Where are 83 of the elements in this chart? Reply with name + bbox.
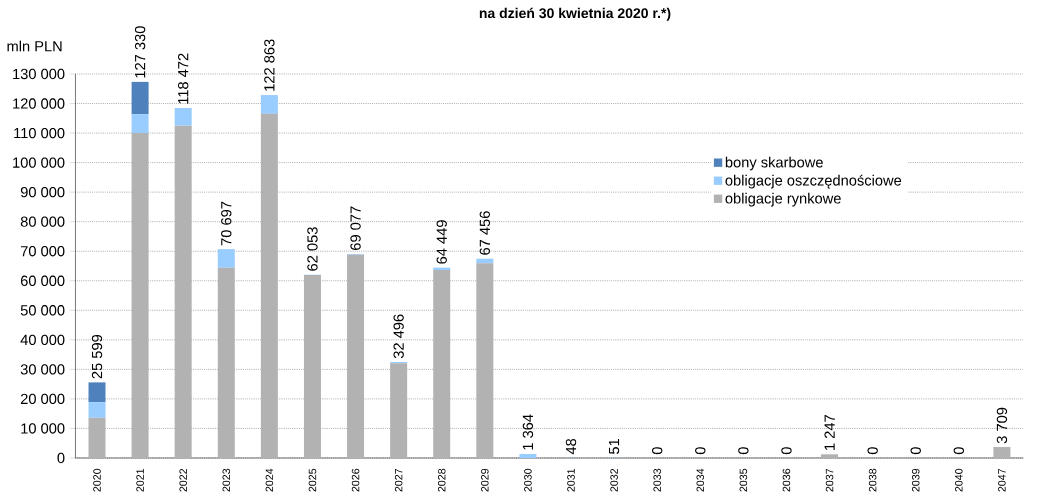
bar bbox=[347, 254, 365, 458]
bar bbox=[174, 108, 192, 126]
total-label: 0 bbox=[867, 447, 878, 455]
x-tick-label: 2023 bbox=[222, 468, 231, 492]
x-tick-label: 2031 bbox=[567, 468, 575, 492]
bar bbox=[174, 125, 192, 458]
x-tick-label: 2025 bbox=[308, 468, 317, 492]
bar bbox=[217, 267, 235, 458]
x-tick-label: 2032 bbox=[610, 468, 618, 492]
bar bbox=[88, 402, 106, 418]
y-tick-label: 30 000 bbox=[20, 364, 65, 375]
total-label: 118 472 bbox=[178, 53, 189, 104]
x-tick-label: 2024 bbox=[265, 468, 274, 492]
x-tick-label: 2040 bbox=[955, 468, 963, 492]
y-tick-label: 0 bbox=[57, 452, 65, 464]
bar bbox=[519, 453, 537, 458]
total-label: 3 709 bbox=[996, 407, 1008, 444]
total-label: 0 bbox=[910, 447, 921, 455]
bar bbox=[821, 454, 839, 458]
y-tick-label: 110 000 bbox=[14, 127, 65, 139]
total-label: 67 456 bbox=[479, 211, 491, 255]
y-tick-label: 70 000 bbox=[20, 246, 65, 257]
x-tick-label: 2021 bbox=[136, 468, 144, 492]
x-tick-label: 2028 bbox=[437, 468, 446, 492]
total-label: 48 bbox=[565, 438, 577, 455]
total-label: 0 bbox=[738, 447, 749, 455]
x-tick-label: 2039 bbox=[911, 468, 920, 492]
x-tick-label: 2037 bbox=[825, 468, 834, 492]
x-tick-label: 2047 bbox=[998, 468, 1006, 492]
x-tick-label: 2027 bbox=[394, 468, 403, 492]
total-label: 0 bbox=[695, 447, 706, 455]
total-label: 64 449 bbox=[436, 220, 447, 264]
y-tick-label: 20 000 bbox=[20, 393, 65, 405]
bar bbox=[390, 363, 408, 458]
x-tick-label: 2022 bbox=[179, 468, 187, 492]
x-tick-label: 2036 bbox=[782, 468, 791, 492]
y-tick-label: 90 000 bbox=[20, 186, 65, 198]
y-tick-label: 50 000 bbox=[20, 305, 65, 316]
total-label: 0 bbox=[652, 447, 663, 455]
total-label: 51 bbox=[608, 438, 620, 454]
y-tick-label: 120 000 bbox=[13, 98, 65, 109]
bar bbox=[260, 113, 278, 458]
bar bbox=[88, 382, 106, 403]
total-label: 69 077 bbox=[350, 206, 361, 250]
y-tick-label: 40 000 bbox=[20, 334, 65, 346]
x-tick-label: 2026 bbox=[351, 468, 360, 492]
legend-label: obligacje oszczędnościowe bbox=[725, 174, 902, 189]
x-tick-label: 2030 bbox=[524, 468, 532, 492]
total-label: 1 247 bbox=[824, 415, 835, 450]
y-axis-title: mln PLN bbox=[7, 40, 62, 52]
total-label: 1 364 bbox=[522, 414, 534, 450]
bar bbox=[131, 114, 149, 134]
total-label: 70 697 bbox=[221, 201, 232, 246]
x-tick-label: 2035 bbox=[739, 468, 748, 492]
x-tick-label: 2020 bbox=[93, 468, 101, 492]
y-tick-label: 10 000 bbox=[21, 423, 65, 434]
y-tick-label: 60 000 bbox=[20, 275, 65, 286]
x-tick-label: 2038 bbox=[868, 468, 877, 492]
legend-label: obligacje rynkowe bbox=[725, 192, 841, 207]
y-tick-label: 130 000 bbox=[13, 68, 65, 80]
bar bbox=[131, 81, 149, 115]
bar bbox=[433, 269, 451, 458]
bar bbox=[476, 263, 494, 458]
total-label: 0 bbox=[781, 447, 792, 455]
total-label: 127 330 bbox=[134, 26, 146, 78]
bar bbox=[303, 274, 321, 458]
total-label: 0 bbox=[953, 447, 965, 455]
total-label: 62 053 bbox=[307, 227, 318, 271]
bar bbox=[131, 133, 149, 458]
x-tick-label: 2034 bbox=[696, 468, 705, 492]
x-tick-label: 2033 bbox=[653, 468, 661, 492]
total-label: 25 599 bbox=[91, 334, 103, 379]
bar bbox=[88, 417, 106, 458]
bar bbox=[217, 249, 235, 268]
x-tick-label: 2029 bbox=[481, 468, 489, 492]
total-label: 122 863 bbox=[264, 39, 275, 91]
legend-label: bony skarbowe bbox=[725, 156, 823, 171]
total-label: 32 496 bbox=[393, 314, 404, 359]
y-tick-label: 80 000 bbox=[20, 216, 65, 227]
bar bbox=[993, 447, 1011, 458]
chart-title: na dzień 30 kwietnia 2020 r.*) bbox=[479, 7, 671, 21]
y-tick-label: 100 000 bbox=[13, 157, 65, 168]
bar bbox=[260, 95, 278, 114]
